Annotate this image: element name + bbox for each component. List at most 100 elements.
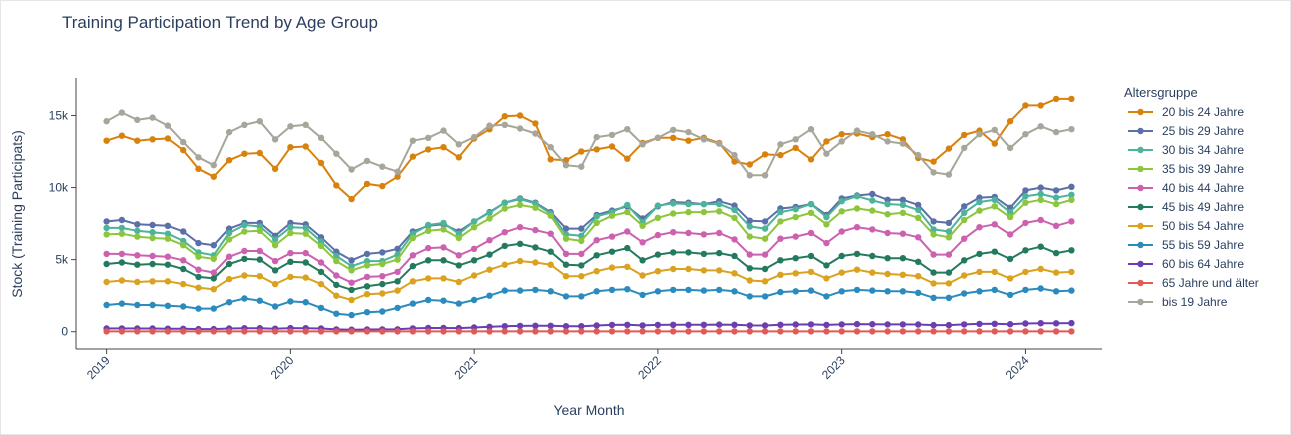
x-tick-label: 2021 [451, 353, 480, 382]
data-point [425, 134, 432, 141]
series-line [106, 185, 1072, 262]
data-point [899, 271, 907, 278]
data-point [317, 328, 325, 335]
data-point [501, 199, 508, 206]
data-point [639, 291, 646, 299]
data-point [486, 215, 493, 222]
data-point [608, 328, 616, 335]
data-point [578, 323, 585, 330]
data-point [976, 288, 983, 295]
data-point [486, 251, 493, 258]
data-point [287, 298, 294, 305]
data-point [838, 208, 845, 215]
legend[interactable]: Altersgruppe 20 bis 24 Jahre 25 bis 29 Ja… [1124, 85, 1259, 309]
data-point [103, 137, 110, 144]
data-point [593, 268, 600, 275]
data-point [195, 253, 202, 260]
data-point [930, 218, 937, 225]
data-point [578, 250, 585, 258]
data-point [440, 144, 447, 151]
legend-item[interactable]: 30 bis 34 Jahre [1128, 143, 1244, 157]
legend-item[interactable]: 65 Jahre und älter [1128, 276, 1259, 290]
data-point [777, 321, 784, 328]
data-point [241, 295, 248, 302]
data-point [470, 133, 478, 141]
data-point [532, 322, 539, 329]
data-point [317, 280, 325, 288]
data-point [516, 322, 524, 330]
data-point [348, 195, 355, 203]
legend-item[interactable]: 60 bis 64 Jahre [1128, 257, 1244, 271]
data-point [777, 141, 784, 148]
data-point [256, 227, 263, 234]
data-point [915, 234, 922, 241]
data-point [608, 264, 616, 271]
data-point [532, 226, 539, 234]
legend-marker [1137, 127, 1144, 135]
data-point [716, 249, 723, 257]
data-point [761, 278, 769, 285]
data-point [869, 131, 876, 138]
legend-item[interactable]: bis 19 Jahre [1128, 295, 1228, 309]
data-point [562, 293, 570, 300]
data-point [654, 134, 662, 141]
y-tick-label: 0 [61, 325, 68, 339]
data-point [134, 252, 141, 259]
data-point [1006, 208, 1014, 216]
data-point [164, 222, 172, 229]
data-point [1006, 231, 1014, 238]
data-point [302, 328, 309, 335]
data-point [624, 244, 631, 252]
data-point [379, 163, 386, 170]
data-point [118, 259, 126, 266]
data-point [593, 146, 600, 153]
y-axis-title: Stock (Training Participats) [9, 130, 25, 298]
data-point [961, 290, 968, 297]
data-point [225, 128, 233, 136]
data-point [608, 321, 616, 329]
data-point [578, 328, 585, 335]
legend-item[interactable]: 20 bis 24 Jahre [1128, 105, 1244, 119]
series-line [106, 198, 1072, 272]
data-point [624, 228, 631, 235]
data-point [516, 287, 524, 294]
data-point [225, 260, 233, 268]
data-point [134, 233, 141, 240]
data-point [853, 328, 861, 335]
data-point [486, 328, 493, 335]
legend-item[interactable]: 50 bis 54 Jahre [1128, 219, 1244, 233]
legend-marker [1137, 260, 1144, 268]
data-point [455, 234, 462, 242]
data-point [961, 272, 968, 279]
legend-item[interactable]: 40 bis 44 Jahre [1128, 181, 1244, 195]
data-point [425, 227, 432, 234]
legend-item[interactable]: 45 bis 49 Jahre [1128, 200, 1244, 214]
data-point [118, 300, 126, 307]
data-point [930, 169, 937, 176]
legend-marker [1137, 108, 1144, 116]
data-point [333, 310, 340, 317]
data-point [225, 236, 233, 243]
legend-item[interactable]: 25 bis 29 Jahre [1128, 124, 1244, 138]
data-point [884, 229, 891, 237]
data-point [731, 321, 738, 328]
data-point [149, 278, 156, 285]
data-point [716, 229, 723, 237]
data-point [746, 217, 753, 224]
legend-item[interactable]: 35 bis 39 Jahre [1128, 162, 1244, 176]
data-point [685, 265, 692, 273]
data-point [1037, 265, 1044, 273]
data-point [317, 242, 325, 250]
data-point [807, 156, 815, 163]
data-point [608, 143, 616, 150]
data-point [455, 262, 462, 269]
data-point [516, 125, 524, 132]
data-point [884, 131, 891, 138]
data-point [1022, 286, 1029, 294]
legend-item[interactable]: 55 bis 59 Jahre [1128, 238, 1244, 252]
data-point [777, 288, 784, 296]
data-point [394, 287, 401, 294]
data-point [593, 237, 600, 244]
data-point [195, 165, 202, 172]
data-point [348, 267, 355, 274]
